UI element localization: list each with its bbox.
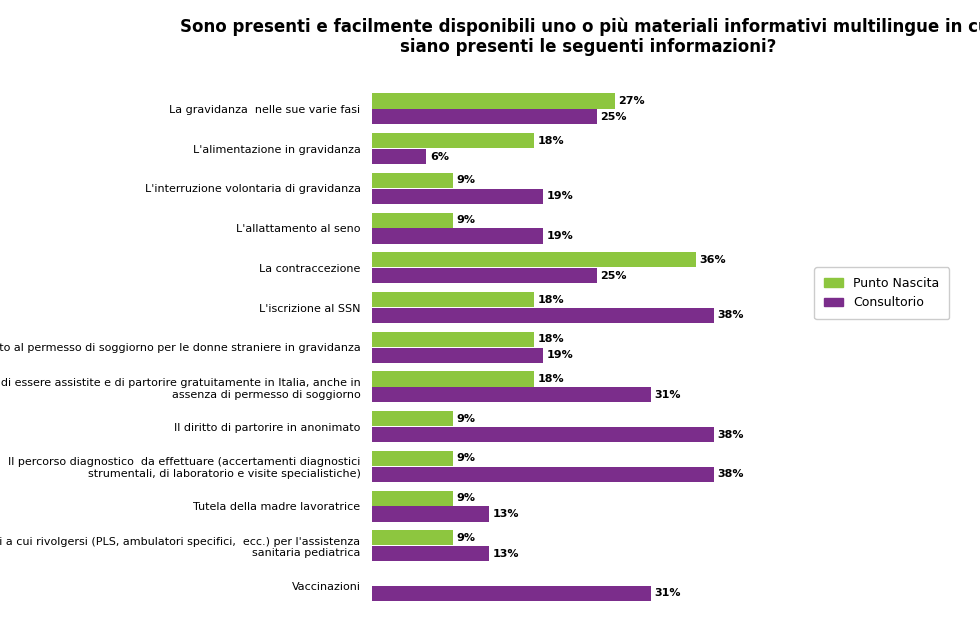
Bar — [372, 173, 453, 188]
Text: 13%: 13% — [493, 548, 519, 559]
Text: 9%: 9% — [457, 493, 476, 503]
Bar — [372, 546, 489, 561]
Bar — [372, 93, 615, 109]
Bar — [372, 467, 713, 482]
Bar — [372, 332, 534, 347]
Text: 19%: 19% — [547, 192, 573, 201]
Text: 18%: 18% — [538, 374, 564, 384]
Bar — [372, 411, 453, 426]
Bar — [372, 491, 453, 505]
Bar — [372, 189, 543, 204]
Text: 9%: 9% — [457, 215, 476, 225]
Text: 18%: 18% — [538, 294, 564, 305]
Bar — [372, 228, 543, 244]
Legend: Punto Nascita, Consultorio: Punto Nascita, Consultorio — [814, 267, 950, 320]
Bar — [372, 292, 534, 307]
Bar — [372, 586, 651, 601]
Bar — [372, 133, 534, 149]
Bar — [372, 308, 713, 323]
Text: 13%: 13% — [493, 509, 519, 519]
Bar — [372, 109, 597, 125]
Text: 9%: 9% — [457, 413, 476, 424]
Text: 27%: 27% — [618, 96, 645, 106]
Text: 18%: 18% — [538, 334, 564, 344]
Text: 6%: 6% — [430, 152, 449, 161]
Bar — [372, 268, 597, 284]
Text: 19%: 19% — [547, 350, 573, 360]
Title: Sono presenti e facilmente disponibili uno o più materiali informativi multiling: Sono presenti e facilmente disponibili u… — [180, 17, 980, 57]
Text: 38%: 38% — [717, 430, 744, 440]
Bar — [372, 451, 453, 466]
Bar — [372, 530, 453, 545]
Bar — [372, 372, 534, 386]
Text: 9%: 9% — [457, 533, 476, 543]
Text: 25%: 25% — [601, 271, 627, 281]
Bar — [372, 387, 651, 403]
Bar — [372, 507, 489, 521]
Text: 9%: 9% — [457, 176, 476, 185]
Bar — [372, 348, 543, 363]
Bar — [372, 213, 453, 228]
Text: 18%: 18% — [538, 136, 564, 146]
Text: 38%: 38% — [717, 311, 744, 320]
Text: 25%: 25% — [601, 112, 627, 122]
Text: 31%: 31% — [655, 588, 681, 599]
Text: 31%: 31% — [655, 390, 681, 400]
Text: 38%: 38% — [717, 469, 744, 479]
Text: 36%: 36% — [700, 255, 726, 265]
Bar — [372, 427, 713, 442]
Bar — [372, 149, 426, 164]
Text: 19%: 19% — [547, 231, 573, 241]
Bar — [372, 252, 696, 267]
Text: 9%: 9% — [457, 453, 476, 464]
